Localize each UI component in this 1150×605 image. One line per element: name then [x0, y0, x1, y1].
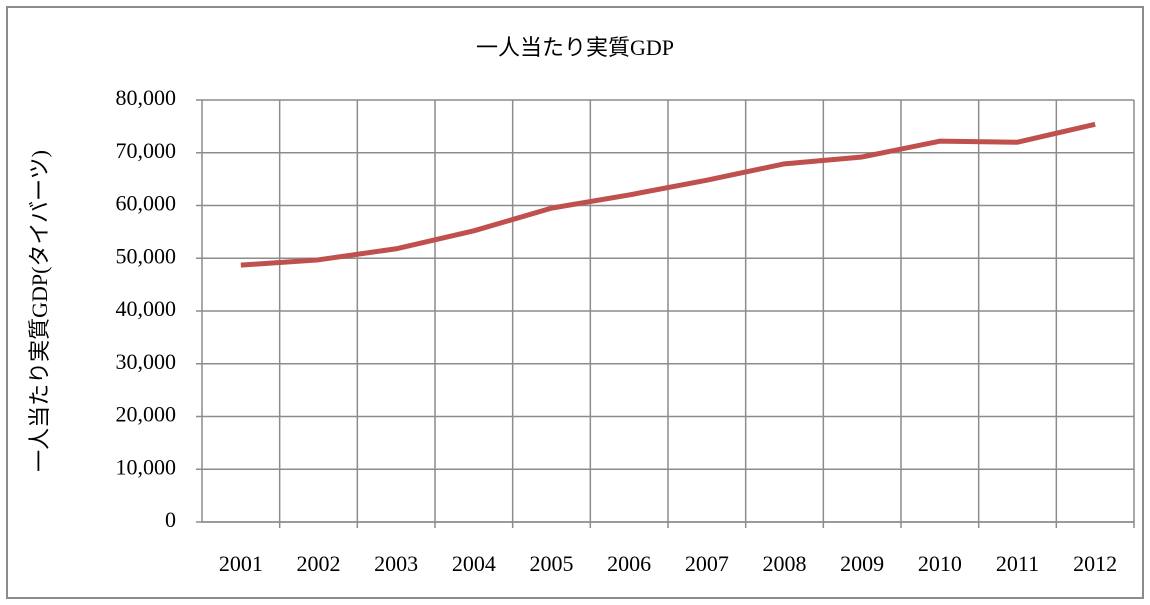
- y-tick-label: 10,000: [116, 454, 177, 479]
- y-tick-label: 0: [165, 507, 176, 532]
- y-tick-label: 30,000: [116, 349, 177, 374]
- x-tick-label: 2005: [530, 551, 574, 576]
- y-tick-label: 70,000: [116, 138, 177, 163]
- y-tick-label: 80,000: [116, 85, 177, 110]
- x-tick-label: 2003: [374, 551, 418, 576]
- x-tick-label: 2004: [452, 551, 496, 576]
- x-tick-label: 2006: [607, 551, 651, 576]
- y-tick-label: 60,000: [116, 191, 177, 216]
- y-tick-label: 40,000: [116, 296, 177, 321]
- y-tick-label: 20,000: [116, 402, 177, 427]
- x-tick-label: 2002: [297, 551, 341, 576]
- x-tick-label: 2010: [918, 551, 962, 576]
- chart-title: 一人当たり実質GDP: [476, 35, 674, 60]
- x-tick-label: 2001: [219, 551, 263, 576]
- x-tick-label: 2007: [685, 551, 729, 576]
- data-line: [240, 121, 1096, 268]
- x-tick-label: 2008: [763, 551, 807, 576]
- x-tick-label: 2012: [1073, 551, 1117, 576]
- x-tick-label: 2011: [996, 551, 1039, 576]
- chart-frame: [6, 6, 1144, 599]
- y-axis-label: 一人当たり実質GDP(タイバーツ): [27, 150, 52, 472]
- x-tick-label: 2009: [840, 551, 884, 576]
- y-tick-label: 50,000: [116, 243, 177, 268]
